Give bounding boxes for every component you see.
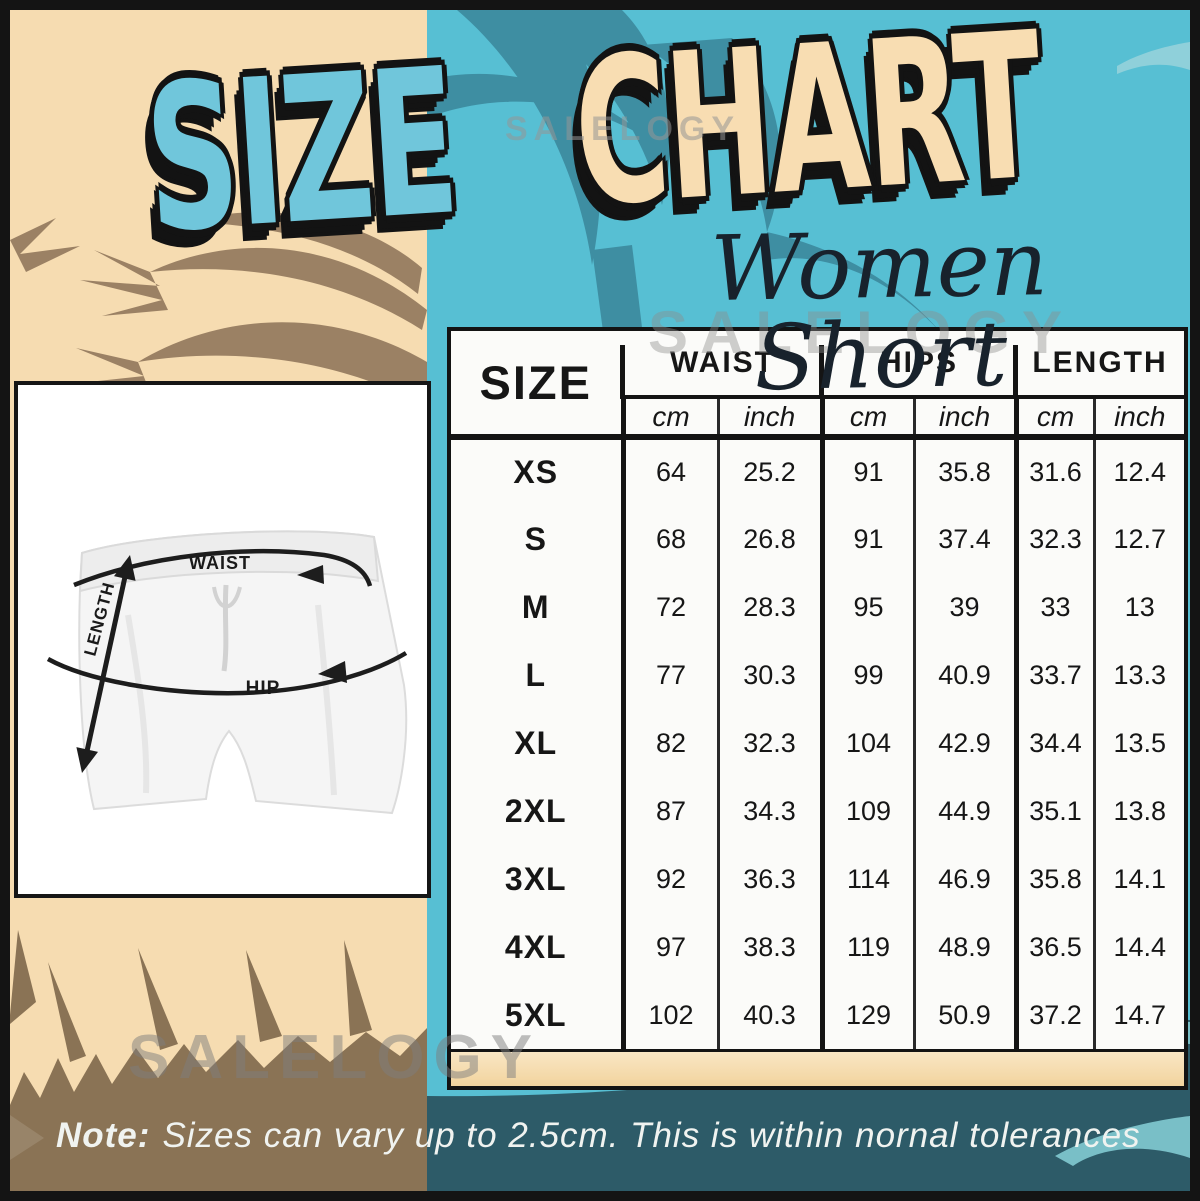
length-inch-value: 13.5 xyxy=(1092,709,1185,777)
table-row-xl: XL 82 32.3 104 42.9 34.4 13.5 xyxy=(451,709,1185,777)
waist-inch-value: 25.2 xyxy=(716,437,822,505)
watermark-top: SALELOGY xyxy=(505,110,741,148)
hips-inch-value: 48.9 xyxy=(912,913,1016,981)
size-label: 4XL xyxy=(504,928,567,965)
unit-header-waist-cm: cm xyxy=(620,397,718,440)
waist-inch-value: 30.3 xyxy=(716,641,822,709)
hips-inch-value: 50.9 xyxy=(912,981,1016,1049)
tolerance-note: Note: Sizes can vary up to 2.5cm. This is… xyxy=(56,1116,1141,1156)
table-row-2xl: 2XL 87 34.3 109 44.9 35.1 13.8 xyxy=(451,777,1185,845)
col-header-size: SIZE xyxy=(451,331,623,440)
length-cm-value: 33.7 xyxy=(1013,641,1094,709)
table-row-xs: XS 64 25.2 91 35.8 31.6 12.4 xyxy=(451,437,1185,505)
hips-inch-value: 35.8 xyxy=(912,437,1016,505)
hip-measure-label: HIP xyxy=(245,678,281,699)
waist-inch-value: 40.3 xyxy=(716,981,822,1049)
hips-cm-value: 99 xyxy=(819,641,914,709)
size-label: XS xyxy=(513,454,559,490)
length-cm-value: 35.8 xyxy=(1013,845,1094,913)
size-table: SIZE WAIST HIPS LENGTH cm inch cm inch c… xyxy=(451,331,1185,1049)
size-label: L xyxy=(525,656,547,693)
hips-inch-value: 37.4 xyxy=(912,505,1016,573)
waist-inch-value: 36.3 xyxy=(716,845,822,913)
waist-inch-value: 32.3 xyxy=(716,709,822,777)
table-row-m: M 72 28.3 95 39 33 13 xyxy=(451,573,1185,641)
title-word-size: SIZE xyxy=(139,24,462,278)
waist-cm-value: 64 xyxy=(620,437,718,505)
waist-cm-value: 77 xyxy=(620,641,718,709)
waist-cm-value: 92 xyxy=(620,845,718,913)
length-inch-value: 14.4 xyxy=(1092,913,1185,981)
hips-cm-value: 95 xyxy=(819,573,914,641)
unit-header-hips-cm: cm xyxy=(819,397,914,440)
watermark-table: SALELOGY xyxy=(648,299,1075,366)
size-label: 2XL xyxy=(504,792,567,829)
size-label: 5XL xyxy=(504,996,567,1033)
shorts-illustration xyxy=(46,530,408,815)
table-row-l: L 77 30.3 99 40.9 33.7 13.3 xyxy=(451,641,1185,709)
length-cm-value: 36.5 xyxy=(1013,913,1094,981)
length-inch-value: 14.1 xyxy=(1092,845,1185,913)
hips-inch-value: 40.9 xyxy=(912,641,1016,709)
length-cm-value: 33 xyxy=(1013,573,1094,641)
size-label: S xyxy=(524,520,547,557)
waist-inch-value: 26.8 xyxy=(716,505,822,573)
unit-header-length-inch: inch xyxy=(1092,397,1185,440)
note-body: Sizes can vary up to 2.5cm. This is with… xyxy=(162,1116,1141,1155)
hips-cm-value: 129 xyxy=(819,981,914,1049)
length-cm-value: 35.1 xyxy=(1013,777,1094,845)
table-row-s: S 68 26.8 91 37.4 32.3 12.7 xyxy=(451,505,1185,573)
waist-inch-value: 28.3 xyxy=(716,573,822,641)
hips-cm-value: 104 xyxy=(819,709,914,777)
watermark-bottom: SALELOGY xyxy=(128,1023,542,1092)
unit-header-length-cm: cm xyxy=(1013,397,1094,440)
hips-cm-value: 109 xyxy=(819,777,914,845)
waist-cm-value: 97 xyxy=(620,913,718,981)
waist-cm-value: 68 xyxy=(620,505,718,573)
col-header-hips: HIPS xyxy=(819,331,1016,399)
table-footer-strip xyxy=(451,1049,1184,1086)
product-diagram-box: WAIST HIP LENGTH xyxy=(14,381,431,898)
hips-cm-value: 91 xyxy=(819,437,914,505)
note-prefix: Note: xyxy=(56,1116,151,1155)
hips-inch-value: 46.9 xyxy=(912,845,1016,913)
size-label: M xyxy=(521,588,550,625)
length-cm-value: 37.2 xyxy=(1013,981,1094,1049)
waist-inch-value: 38.3 xyxy=(716,913,822,981)
length-inch-value: 13.3 xyxy=(1092,641,1185,709)
waist-inch-value: 34.3 xyxy=(716,777,822,845)
length-cm-value: 32.3 xyxy=(1013,505,1094,573)
hips-cm-value: 91 xyxy=(819,505,914,573)
waist-cm-value: 72 xyxy=(620,573,718,641)
unit-header-hips-inch: inch xyxy=(912,397,1016,440)
waist-measure-label: WAIST xyxy=(189,553,251,573)
length-inch-value: 14.7 xyxy=(1092,981,1185,1049)
col-header-length: LENGTH xyxy=(1012,331,1185,399)
hips-cm-value: 119 xyxy=(819,913,914,981)
size-table-panel: SIZE WAIST HIPS LENGTH cm inch cm inch c… xyxy=(447,327,1188,1090)
hips-inch-value: 44.9 xyxy=(912,777,1016,845)
size-label: XL xyxy=(514,724,558,761)
length-inch-value: 12.4 xyxy=(1092,437,1185,505)
length-inch-value: 13.8 xyxy=(1092,777,1185,845)
waist-cm-value: 102 xyxy=(620,981,718,1049)
hips-inch-value: 39 xyxy=(912,573,1016,641)
length-inch-value: 13 xyxy=(1092,573,1185,641)
table-row-4xl: 4XL 97 38.3 119 48.9 36.5 14.4 xyxy=(451,913,1185,981)
unit-header-waist-inch: inch xyxy=(716,397,822,440)
length-cm-value: 31.6 xyxy=(1013,437,1094,505)
waist-cm-value: 82 xyxy=(620,709,718,777)
hips-cm-value: 114 xyxy=(819,845,914,913)
table-row-5xl: 5XL 102 40.3 129 50.9 37.2 14.7 xyxy=(451,981,1185,1049)
waist-cm-value: 87 xyxy=(620,777,718,845)
length-inch-value: 12.7 xyxy=(1092,505,1185,573)
table-row-3xl: 3XL 92 36.3 114 46.9 35.8 14.1 xyxy=(451,845,1185,913)
page-subtitle: Women Short xyxy=(709,211,1049,412)
hips-inch-value: 42.9 xyxy=(912,709,1016,777)
length-cm-value: 34.4 xyxy=(1013,709,1094,777)
size-label: 3XL xyxy=(504,860,567,897)
col-header-waist: WAIST xyxy=(620,331,822,399)
